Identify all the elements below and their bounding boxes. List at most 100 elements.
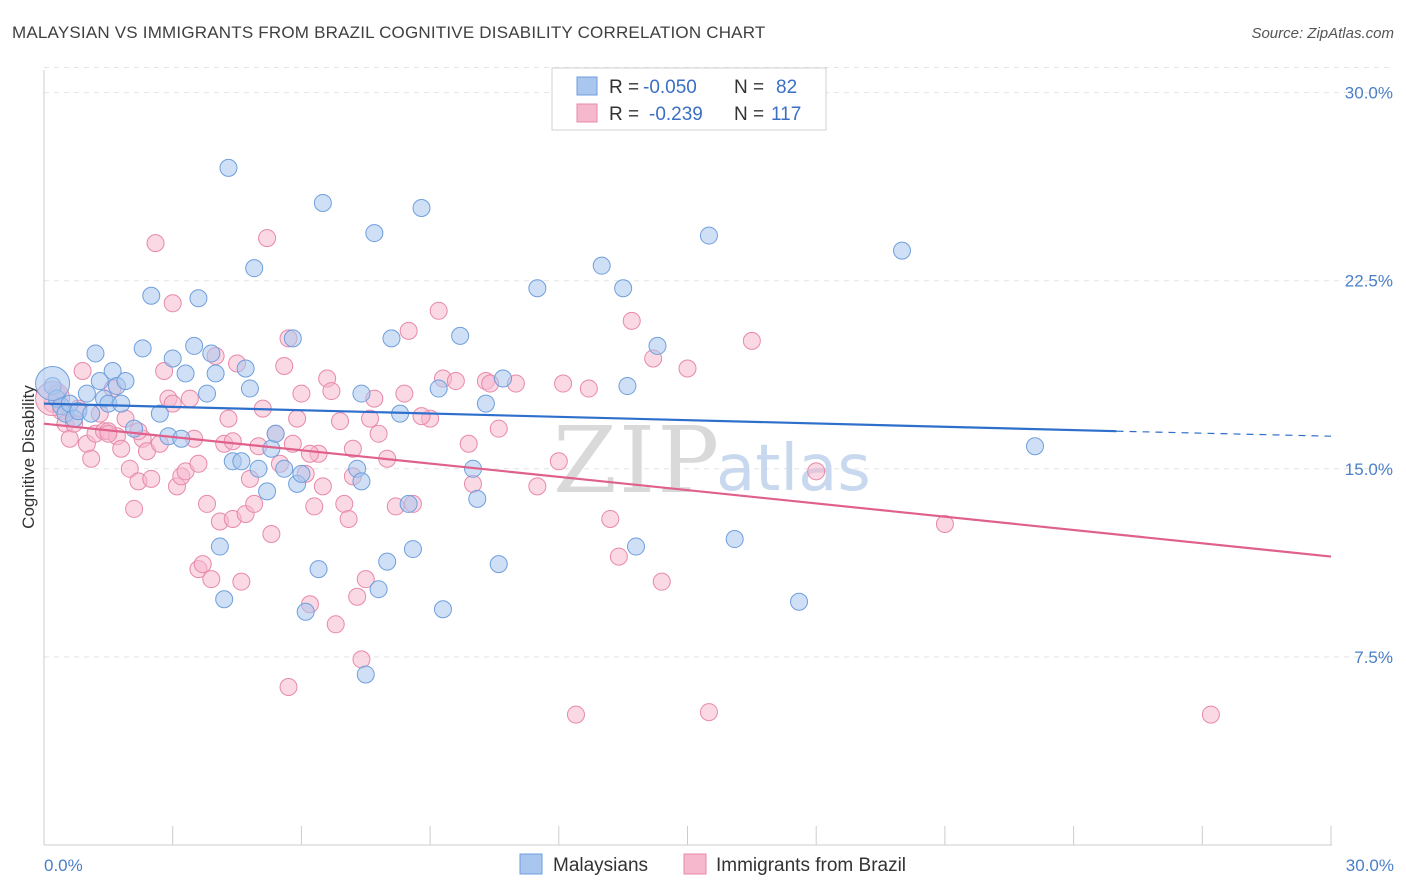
brazil-point-69 [339, 509, 358, 528]
malaysian-point-58 [399, 494, 418, 513]
legend-n-label-2: N = [734, 104, 764, 125]
bottom-legend: Malaysians Immigrants from Brazil [519, 853, 906, 876]
brazil-point-76 [369, 424, 388, 443]
brazil-point-99 [622, 311, 641, 330]
brazil-point-106 [935, 514, 954, 533]
brazil-point-92 [528, 477, 547, 496]
brazil-point-87 [464, 474, 482, 493]
bottom-legend-label-malaysians: Malaysians [553, 855, 648, 876]
brazil-point-55 [279, 678, 298, 696]
brazil-point-68 [335, 494, 354, 513]
malaysian-point-75 [699, 226, 718, 245]
malaysian-point-61 [429, 379, 448, 398]
brazil-point-32 [180, 389, 199, 408]
malaysian-point-20 [150, 404, 169, 423]
y-tick-label-0: 7.5% [1354, 648, 1393, 667]
brazil-point-19 [125, 499, 144, 518]
y-tick-labels: 7.5% 15.0% 22.5% 30.0% [1345, 84, 1393, 667]
malaysian-point-66 [476, 394, 495, 413]
brazil-point-51 [262, 525, 281, 544]
malaysian-point-7 [77, 384, 96, 403]
malaysian-point-70 [592, 256, 611, 275]
brazil-point-50 [258, 229, 277, 248]
malaysian-point-23 [176, 364, 195, 383]
malaysian-point-39 [258, 482, 277, 501]
malaysian-point-53 [365, 224, 384, 243]
malaysian-point-72 [618, 377, 637, 396]
malaysian-point-31 [215, 590, 234, 609]
brazil-point-65 [322, 382, 341, 401]
chart-title: MALAYSIAN VS IMMIGRANTS FROM BRAZIL COGN… [12, 23, 765, 42]
malaysian-point-69 [528, 279, 547, 298]
malaysian-point-19 [142, 286, 161, 305]
malaysian-point-47 [309, 560, 328, 579]
malaysian-point-10 [90, 372, 109, 391]
trend-line-brazil [43, 422, 1332, 558]
malaysian-point-43 [283, 329, 302, 348]
brazil-point-58 [292, 384, 311, 403]
malaysian-point-65 [468, 489, 487, 508]
bottom-legend-swatch-brazil [683, 853, 707, 875]
chart-source: Source: ZipAtlas.com [1251, 25, 1394, 42]
malaysian-point-42 [275, 459, 294, 478]
legend-box: R = -0.050 N = 82 R = -0.239 N = 117 [551, 67, 827, 131]
watermark: ZIP atlas [553, 407, 871, 514]
legend-swatch-brazil [576, 103, 598, 123]
bottom-legend-label-brazil: Immigrants from Brazil [716, 855, 906, 876]
y-axis-label: Cognitive Disability [19, 385, 38, 529]
brazil-point-44 [232, 572, 251, 591]
brazil-point-66 [326, 615, 345, 634]
malaysian-point-27 [198, 384, 217, 403]
brazil-point-18 [120, 459, 139, 478]
brazil-point-105 [807, 462, 826, 481]
malaysian-point-37 [245, 259, 264, 278]
malaysian-point-52 [356, 665, 375, 684]
malaysian-point-78 [893, 241, 911, 260]
brazil-point-101 [652, 572, 671, 591]
watermark-atlas: atlas [716, 432, 871, 506]
y-tick-label-1: 15.0% [1345, 460, 1393, 479]
malaysian-point-77 [790, 592, 809, 611]
malaysian-point-50 [352, 472, 371, 491]
malaysian-point-67 [489, 555, 508, 574]
legend-r-value-1: -0.050 [643, 77, 697, 98]
brazil-point-72 [352, 650, 371, 669]
brazil-point-79 [395, 384, 414, 403]
brazil-point-90 [489, 419, 508, 438]
legend-n-value-2: 117 [771, 104, 801, 125]
brazil-point-104 [742, 331, 761, 350]
brazil-point-36 [198, 494, 217, 513]
brazil-point-9 [82, 449, 101, 468]
brazil-point-80 [399, 321, 418, 340]
malaysian-point-32 [219, 158, 238, 177]
malaysian-point-60 [412, 198, 431, 217]
bottom-legend-swatch-malaysians [519, 853, 543, 875]
legend-swatch-malaysians [576, 76, 598, 96]
brazil-point-93 [549, 452, 568, 471]
brazil-point-24 [146, 234, 165, 253]
brazil-point-102 [678, 359, 697, 378]
malaysian-point-56 [382, 329, 401, 348]
malaysian-point-46 [296, 602, 315, 621]
y-tick-label-3: 30.0% [1345, 84, 1393, 103]
brazil-point-73 [356, 570, 375, 589]
brazil-point-86 [459, 434, 478, 453]
malaysian-point-55 [378, 552, 397, 571]
legend-frame [551, 67, 827, 131]
brazil-point-7 [73, 362, 92, 380]
malaysian-point-25 [185, 336, 204, 355]
brazil-point-57 [288, 409, 307, 428]
watermark-zip: ZIP [553, 407, 721, 514]
malaysian-point-48 [313, 193, 332, 212]
trend-lines [43, 402, 1332, 558]
malaysian-point-62 [433, 600, 452, 619]
malaysian-point-59 [403, 540, 422, 559]
malaysian-point-18 [133, 339, 152, 358]
malaysian-point-63 [451, 326, 470, 345]
malaysian-point-68 [494, 369, 513, 388]
brazil-point-83 [429, 301, 448, 320]
brazil-point-95 [566, 705, 585, 724]
x-tick-label-min: 0.0% [44, 856, 83, 875]
malaysian-point-54 [369, 580, 388, 599]
